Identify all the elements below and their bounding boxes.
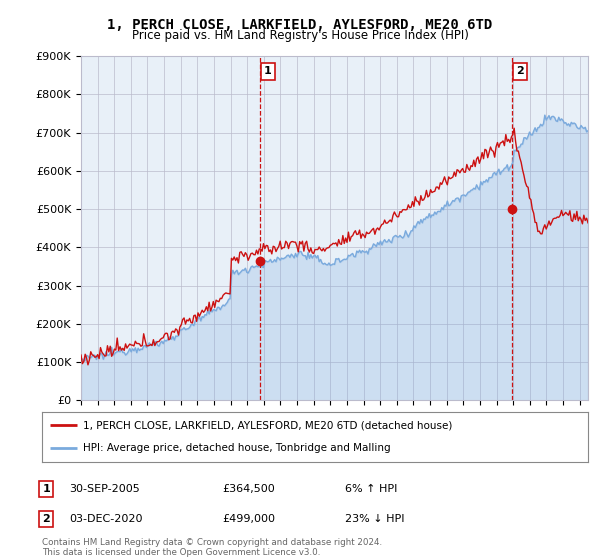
Text: 23% ↓ HPI: 23% ↓ HPI [345, 514, 404, 524]
Text: 1: 1 [264, 66, 272, 76]
Text: 2: 2 [517, 66, 524, 76]
Text: Price paid vs. HM Land Registry's House Price Index (HPI): Price paid vs. HM Land Registry's House … [131, 29, 469, 42]
Text: Contains HM Land Registry data © Crown copyright and database right 2024.
This d: Contains HM Land Registry data © Crown c… [42, 538, 382, 557]
Text: 2: 2 [43, 514, 50, 524]
Text: 1, PERCH CLOSE, LARKFIELD, AYLESFORD, ME20 6TD: 1, PERCH CLOSE, LARKFIELD, AYLESFORD, ME… [107, 18, 493, 32]
Text: HPI: Average price, detached house, Tonbridge and Malling: HPI: Average price, detached house, Tonb… [83, 443, 391, 453]
Text: 1: 1 [43, 484, 50, 494]
Text: 03-DEC-2020: 03-DEC-2020 [69, 514, 143, 524]
Text: £499,000: £499,000 [222, 514, 275, 524]
Text: £364,500: £364,500 [222, 484, 275, 494]
Text: 30-SEP-2005: 30-SEP-2005 [69, 484, 140, 494]
Text: 6% ↑ HPI: 6% ↑ HPI [345, 484, 397, 494]
Text: 1, PERCH CLOSE, LARKFIELD, AYLESFORD, ME20 6TD (detached house): 1, PERCH CLOSE, LARKFIELD, AYLESFORD, ME… [83, 420, 452, 430]
